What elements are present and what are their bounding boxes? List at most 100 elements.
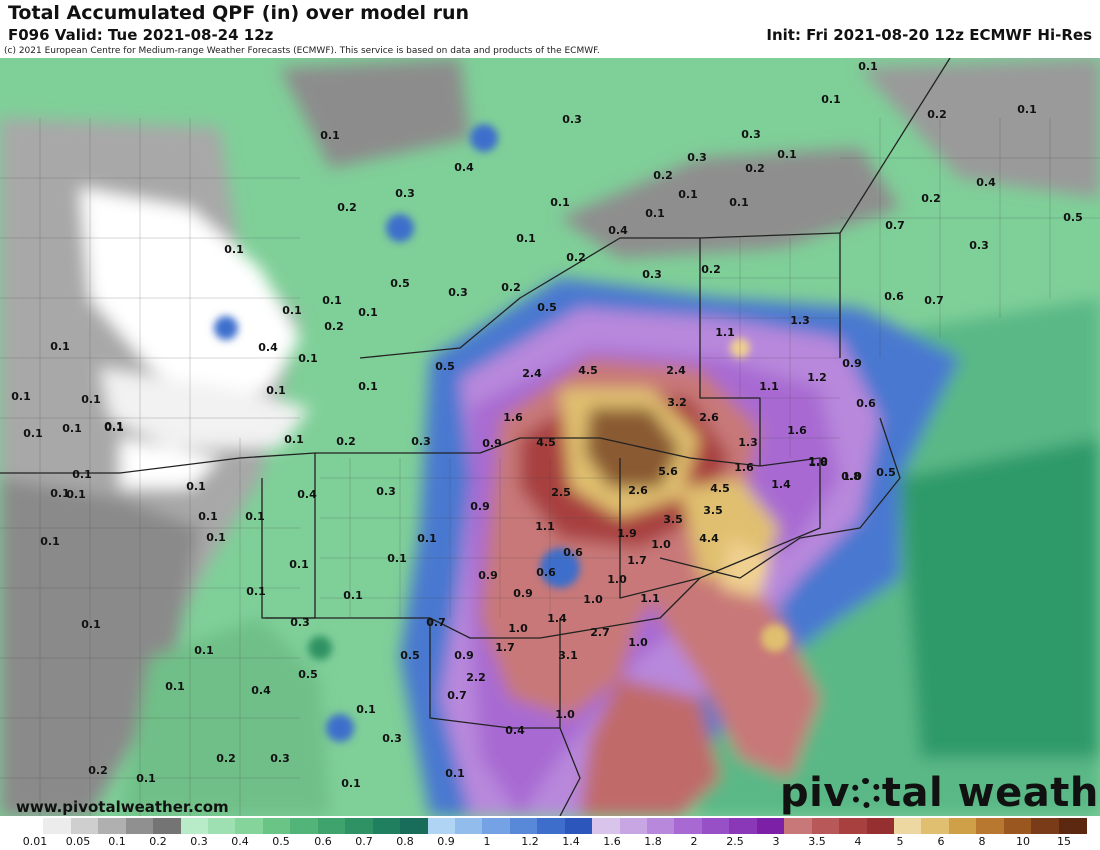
precip-value-label: 0.2 (88, 764, 108, 777)
precip-value-label: 1.0 (607, 573, 627, 586)
precip-value-label: 0.1 (246, 585, 266, 598)
colorbar-swatch (454, 818, 483, 834)
precip-value-label: 0.1 (165, 680, 185, 693)
map-canvas: 0.1 0.3 0.3 0.1 0.1 0.4 0.2 0.3 0.2 0.1 0.3 0.2 0.1 0… (0, 58, 1100, 816)
precip-value-label: 0.3 (448, 286, 468, 299)
precip-value-label: 0.4 (258, 341, 278, 354)
precip-value-label: 1.0 (555, 708, 575, 721)
init-time: Init: Fri 2021-08-20 12z ECMWF Hi-Res (766, 26, 1092, 44)
precip-value-label: 0.5 (298, 668, 318, 681)
colorbar-swatch (619, 818, 648, 834)
precip-value-label: 0.4 (976, 176, 996, 189)
colorbar-swatch (1058, 818, 1087, 834)
precip-value-label: 0.5 (1063, 211, 1083, 224)
colorbar-swatch (756, 818, 785, 834)
precip-value-label: 0.4 (608, 224, 628, 237)
valid-time: F096 Valid: Tue 2021-08-24 12z (8, 26, 274, 44)
value-labels: 0.1 0.3 0.3 0.1 0.1 0.4 0.2 0.3 0.2 0.1 0.3 0.2 0.1 0… (11, 60, 1083, 790)
precip-value-label: 0.9 (842, 357, 862, 370)
colorbar-swatch (372, 818, 401, 834)
precip-value-label: 0.3 (270, 752, 290, 765)
precip-value-label: 0.3 (741, 128, 761, 141)
precip-value-label: 2.4 (666, 364, 686, 377)
precip-value-label: 0.5 (435, 360, 455, 373)
colorbar-swatch (235, 818, 264, 834)
precip-value-label: 4.4 (699, 532, 719, 545)
colorbar-swatch (647, 818, 676, 834)
colorbar-swatch (208, 818, 237, 834)
colorbar-tick-label: 15 (1057, 835, 1071, 848)
colorbar-tick-label: 0.3 (190, 835, 208, 848)
precip-value-label: 0.2 (701, 263, 721, 276)
precip-value-label: 0.2 (337, 201, 357, 214)
precip-value-label: 0.1 (198, 510, 218, 523)
precip-value-label: 0.3 (562, 113, 582, 126)
precip-value-label: 0.2 (927, 108, 947, 121)
colorbar-swatch (43, 818, 72, 834)
precip-value-label: 0.1 (50, 487, 70, 500)
precip-value-label: 2.4 (522, 367, 542, 380)
precip-value-label: 1.4 (547, 612, 567, 625)
precip-value-label: 0.3 (687, 151, 707, 164)
precip-value-label: 0.7 (447, 689, 467, 702)
precip-value-label: 1.0 (842, 470, 862, 483)
colorbar-swatches (16, 818, 1087, 834)
precip-value-label: 0.1 (645, 207, 665, 220)
precip-value-label: 0.1 (777, 148, 797, 161)
colorbar-swatch (674, 818, 703, 834)
header: Total Accumulated QPF (in) over model ru… (0, 0, 1100, 58)
precip-value-label: 0.9 (478, 569, 498, 582)
colorbar-swatch (701, 818, 730, 834)
precip-value-label: 0.4 (297, 488, 317, 501)
colorbar-swatch (948, 818, 977, 834)
precip-value-label: 0.2 (566, 251, 586, 264)
precip-value-label: 1.1 (535, 520, 555, 533)
precip-value-label: 0.3 (382, 732, 402, 745)
precip-value-label: 1.9 (617, 527, 637, 540)
precip-value-label: 0.3 (642, 268, 662, 281)
precip-value-label: 0.1 (417, 532, 437, 545)
precip-value-label: 0.5 (400, 649, 420, 662)
precip-value-label: 0.8 (841, 470, 861, 483)
precip-value-label: 0.1 (516, 232, 536, 245)
precip-value-label: 0.2 (653, 169, 673, 182)
precip-value-label: 0.5 (876, 466, 896, 479)
colorbar-tick-label: 2.5 (726, 835, 744, 848)
precip-value-label: 0.1 (81, 393, 101, 406)
precip-value-label: 0.1 (40, 535, 60, 548)
precip-value-label: 0.2 (921, 192, 941, 205)
precip-value-label: 1.0 (583, 593, 603, 606)
colorbar-swatch (16, 818, 45, 834)
precip-value-label: 0.2 (745, 162, 765, 175)
precip-value-label: 2.6 (628, 484, 648, 497)
precip-value-label: 0.1 (320, 129, 340, 142)
precip-value-label: 0.1 (62, 422, 82, 435)
colorbar-tick-label: 0.1 (108, 835, 126, 848)
colorbar-tick-label: 10 (1016, 835, 1030, 848)
precip-value-label: 0.6 (536, 566, 556, 579)
colorbar-swatch (125, 818, 154, 834)
precip-value-label: 0.1 (387, 552, 407, 565)
precip-value-label: 4.5 (536, 436, 556, 449)
precip-value-label: 0.5 (390, 277, 410, 290)
precip-value-label: 0.1 (445, 767, 465, 780)
colorbar-tick-label: 6 (937, 835, 945, 848)
colorbar-swatch (921, 818, 950, 834)
colorbar-swatch (1003, 818, 1032, 834)
precip-value-label: 0.7 (924, 294, 944, 307)
colorbar-swatch (427, 818, 456, 834)
precip-value-label: 0.1 (266, 384, 286, 397)
precip-value-label: 0.6 (884, 290, 904, 303)
colorbar-swatch (537, 818, 566, 834)
colorbar-tick-label: 0.7 (355, 835, 373, 848)
precip-value-label: 0.1 (206, 531, 226, 544)
colorbar-tick-label: 4 (854, 835, 862, 848)
colorbar-swatch (290, 818, 319, 834)
precip-value-label: 1.4 (771, 478, 791, 491)
precip-value-label: 0.1 (284, 433, 304, 446)
precip-value-label: 3.2 (667, 396, 687, 409)
precip-value-label: 1.7 (627, 554, 647, 567)
precip-value-label: 0.3 (969, 239, 989, 252)
colorbar-swatch (866, 818, 895, 834)
